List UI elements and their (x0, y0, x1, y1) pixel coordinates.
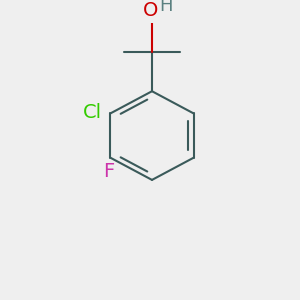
Text: H: H (159, 0, 173, 15)
Text: O: O (143, 2, 159, 20)
Text: F: F (103, 162, 114, 181)
Text: Cl: Cl (83, 103, 102, 122)
